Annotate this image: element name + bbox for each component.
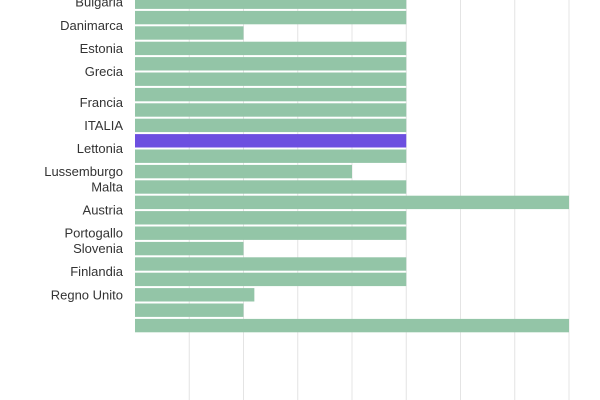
bar — [135, 226, 407, 240]
bar — [135, 257, 407, 271]
category-label: ITALIA — [84, 118, 123, 133]
bar — [135, 0, 407, 9]
bar — [135, 241, 244, 256]
category-label: Austria — [83, 203, 124, 218]
bar — [135, 288, 255, 302]
category-labels: Bulgaria Danimarca Estonia Grecia Francia ITA… — [44, 0, 124, 302]
category-label: Portogallo — [64, 226, 123, 241]
category-label: Lettonia — [77, 141, 124, 156]
bar — [135, 10, 407, 25]
category-label: Finlandia — [70, 264, 124, 279]
category-label: Danimarca — [60, 18, 124, 33]
bar — [135, 195, 569, 210]
category-label: Grecia — [85, 64, 124, 79]
bar — [135, 318, 569, 333]
bar — [135, 211, 407, 225]
bar — [135, 26, 244, 40]
category-label: Bulgaria — [75, 0, 123, 10]
category-label: Francia — [80, 95, 124, 110]
category-label: Estonia — [80, 41, 124, 56]
category-label: Malta — [91, 180, 124, 195]
bar-highlighted — [135, 134, 407, 148]
bar — [135, 87, 407, 102]
bar — [135, 149, 407, 163]
bar — [135, 303, 244, 317]
bar — [135, 180, 407, 194]
bar — [135, 164, 352, 179]
bar — [135, 57, 407, 71]
bar — [135, 41, 407, 56]
category-label: Slovenia — [73, 241, 124, 256]
bar — [135, 272, 407, 287]
bar — [135, 103, 407, 117]
bar — [135, 72, 407, 86]
category-label: Lussemburgo — [44, 164, 123, 179]
bar — [135, 118, 407, 133]
category-label: Regno Unito — [51, 287, 123, 302]
bars — [135, 0, 569, 333]
